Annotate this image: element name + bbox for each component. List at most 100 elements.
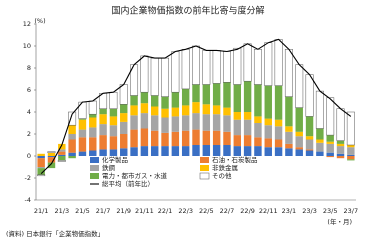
bar-segment bbox=[212, 114, 221, 131]
bar-segment bbox=[140, 103, 149, 114]
bar-segment bbox=[192, 113, 200, 130]
legend-swatch bbox=[200, 157, 209, 163]
bar-segment bbox=[89, 137, 97, 151]
bar-segment bbox=[347, 145, 355, 148]
bar-segment bbox=[161, 57, 169, 97]
bar-segment bbox=[171, 107, 180, 117]
bar-segment bbox=[99, 124, 107, 136]
bar-segment bbox=[109, 125, 118, 137]
legend-label: 非鉄金属 bbox=[212, 163, 238, 172]
bar-segment bbox=[120, 104, 128, 114]
bar-segment bbox=[78, 118, 87, 120]
x-tick-label: 23/5 bbox=[323, 207, 338, 215]
x-tick-label: 21/9 bbox=[116, 207, 131, 215]
y-tick-label: 4 bbox=[27, 108, 31, 116]
bar-segment bbox=[243, 146, 252, 156]
bar-segment bbox=[212, 105, 221, 115]
bar-segment bbox=[68, 156, 76, 159]
x-unit: (年・月) bbox=[327, 217, 352, 226]
bar-segment bbox=[305, 136, 314, 140]
bar-segment bbox=[212, 130, 221, 145]
bar-segment bbox=[99, 149, 107, 156]
bar-segment bbox=[89, 127, 97, 138]
bar-segment bbox=[109, 116, 118, 126]
bar-segment bbox=[326, 97, 335, 136]
legend-swatch bbox=[200, 165, 209, 171]
bar-segment bbox=[130, 115, 138, 130]
bar-segment bbox=[336, 146, 345, 154]
bar-segment bbox=[274, 119, 283, 127]
legend-swatch bbox=[90, 165, 99, 171]
source: (資料) 日本銀行「企業物価指数」 bbox=[6, 229, 104, 238]
bar-segment bbox=[37, 167, 45, 169]
bar-segment bbox=[78, 129, 87, 138]
bar-segment bbox=[315, 90, 324, 129]
bar-segment bbox=[171, 131, 180, 147]
bar-segment bbox=[192, 145, 200, 156]
bar-segment bbox=[37, 156, 45, 159]
bar-segment bbox=[130, 95, 138, 106]
bar-segment bbox=[264, 138, 272, 148]
bar-segment bbox=[192, 102, 200, 114]
bar-segment bbox=[285, 148, 293, 156]
bar-segment bbox=[58, 143, 66, 150]
x-tick-label: 22/7 bbox=[220, 207, 235, 215]
bar-segment bbox=[89, 150, 97, 156]
bar-segment bbox=[316, 142, 324, 152]
legend-swatch bbox=[90, 157, 99, 163]
y-tick-label: 0 bbox=[27, 152, 31, 160]
bar-segment bbox=[58, 156, 66, 161]
x-tick-label: 21/7 bbox=[96, 207, 111, 215]
bar-segment bbox=[181, 130, 190, 147]
bar-segment bbox=[109, 108, 118, 117]
bar-segment bbox=[347, 154, 355, 156]
x-tick-label: 22/1 bbox=[158, 207, 173, 215]
bar-segment bbox=[57, 160, 66, 162]
bar-segment bbox=[68, 152, 76, 156]
bar-segment bbox=[295, 136, 303, 148]
chart-title: 国内企業物価指数の前年比寄与度分解 bbox=[111, 5, 264, 17]
bar-segment bbox=[58, 154, 66, 156]
bar-segment bbox=[223, 82, 231, 108]
bar-segment bbox=[99, 108, 107, 115]
legend-label: 鉄鋼 bbox=[102, 163, 116, 172]
bar-segment bbox=[150, 115, 159, 131]
bar-segment bbox=[223, 51, 231, 83]
bar-segment bbox=[254, 123, 262, 138]
bar-segment bbox=[130, 147, 138, 156]
bar-segment bbox=[274, 126, 283, 140]
legend-swatch bbox=[90, 173, 99, 179]
bar-segment bbox=[295, 131, 303, 137]
bar-segment bbox=[233, 135, 242, 147]
bar-segment bbox=[264, 42, 273, 86]
bar-segment bbox=[47, 162, 56, 169]
legend-label: 総平均（前年比） bbox=[102, 179, 154, 188]
bar-segment bbox=[264, 85, 272, 119]
x-tick-label: 21/1 bbox=[34, 207, 49, 215]
bar-segment bbox=[109, 91, 118, 109]
bar-segment bbox=[37, 168, 45, 175]
bar-segment bbox=[202, 145, 211, 156]
bar-segment bbox=[285, 143, 293, 149]
legend-label: その他 bbox=[212, 171, 232, 180]
bar-segment bbox=[336, 143, 345, 147]
bar-segment bbox=[347, 147, 355, 155]
bar-segment bbox=[305, 149, 314, 151]
y-tick-label: 2 bbox=[27, 130, 31, 138]
bar-segment bbox=[233, 112, 242, 120]
bar-segment bbox=[37, 153, 45, 156]
bar-segment bbox=[347, 159, 355, 161]
bar-segment bbox=[336, 153, 345, 156]
bar-segment bbox=[326, 135, 334, 142]
bar-segment bbox=[243, 112, 252, 120]
x-tick-label: 23/7 bbox=[344, 207, 359, 215]
bar-segment bbox=[223, 107, 231, 116]
legend-label: 石油・石炭製品 bbox=[212, 155, 258, 164]
bar-segment bbox=[274, 39, 283, 86]
bar-segment bbox=[284, 49, 293, 97]
bar-segment bbox=[171, 92, 180, 108]
bar-segment bbox=[99, 114, 107, 125]
bar-segment bbox=[171, 146, 180, 156]
bar-segment bbox=[150, 130, 159, 147]
bar-segment bbox=[140, 128, 149, 147]
